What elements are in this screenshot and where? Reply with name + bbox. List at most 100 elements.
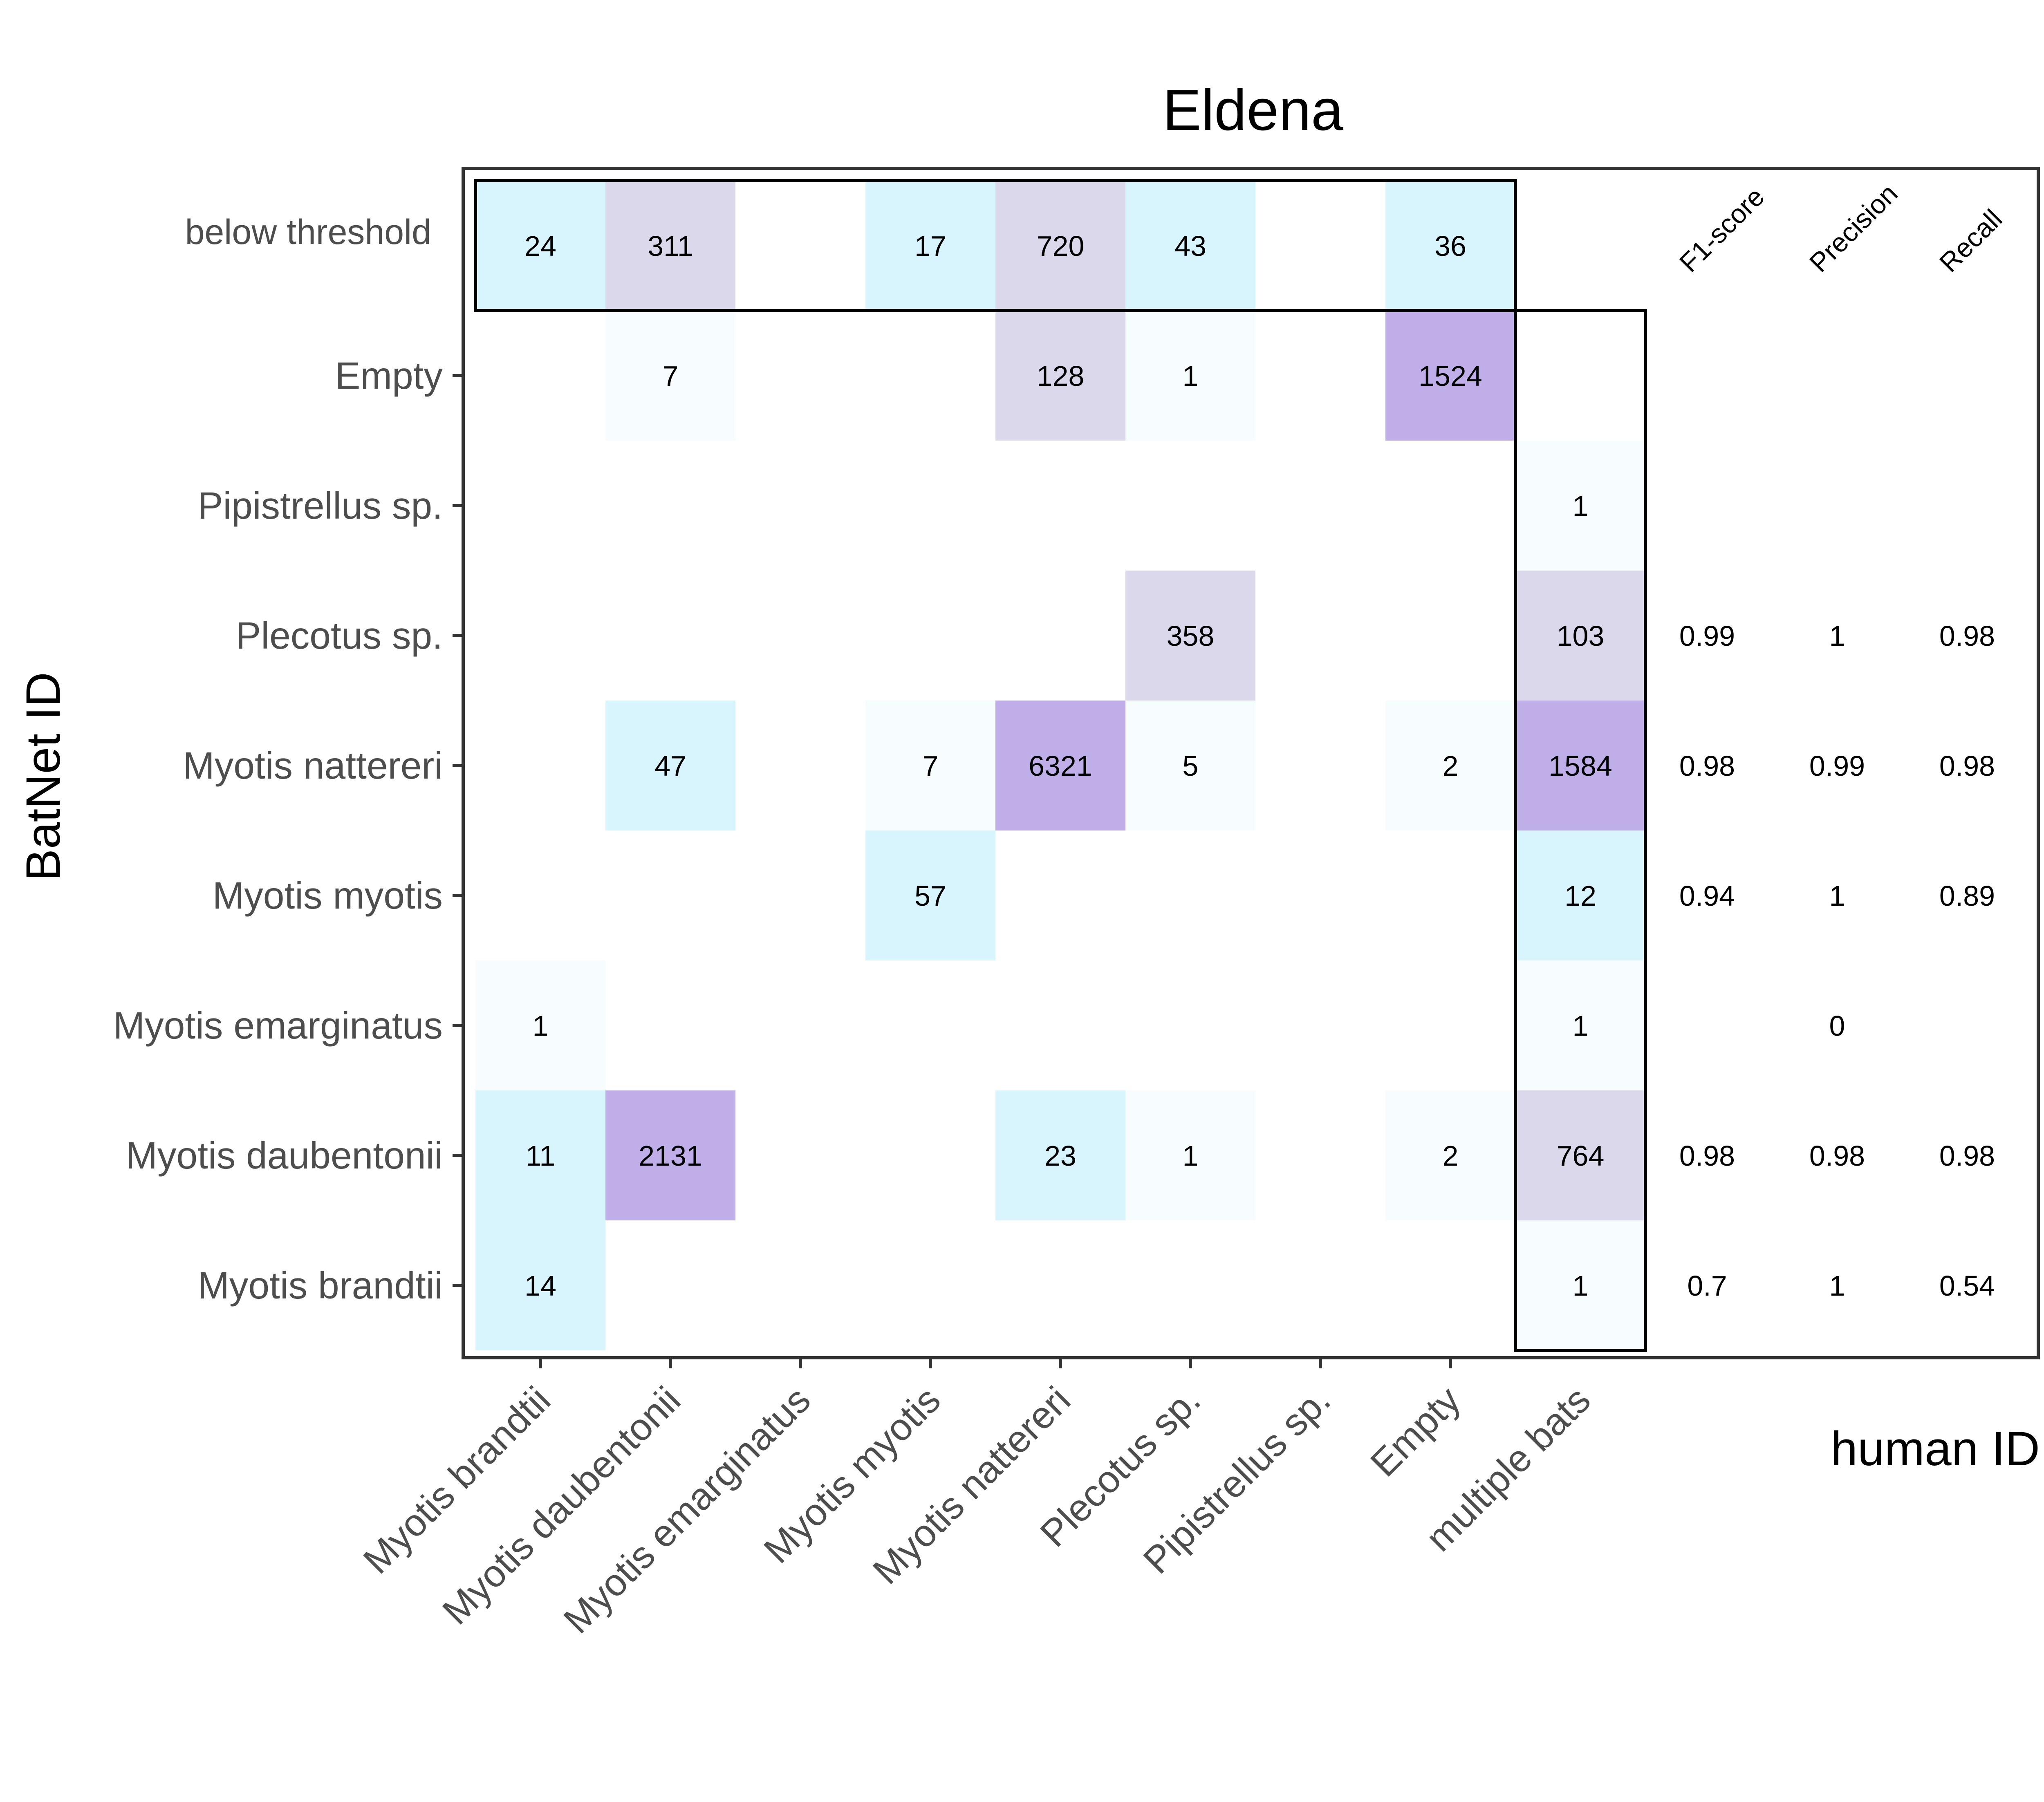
cell-value-label: 2131 — [639, 1140, 702, 1172]
heatmap-cell-myotis-nattereri-myotis-daubentonii — [605, 701, 735, 830]
heatmap-cell-pipistrellus-sp-multiple-bats — [1515, 441, 1645, 571]
cell-value-label: 358 — [1167, 620, 1215, 652]
cell-value-label: 5 — [1183, 750, 1199, 782]
heatmap-cells — [475, 181, 1645, 1350]
metric-value-recall: 0.98 — [1939, 1140, 1995, 1172]
metric-value-recall: 0.98 — [1939, 750, 1995, 782]
cell-value-label: 1 — [1183, 1140, 1199, 1172]
cell-value-label: 6321 — [1029, 750, 1092, 782]
y-tick-label-pipistrellus-sp: Pipistrellus sp. — [197, 484, 443, 527]
cell-value-label: 1 — [1573, 1270, 1589, 1302]
heatmap-cell-below-threshold-myotis-daubentonii — [605, 181, 735, 311]
metric-value-precision: 0.98 — [1809, 1140, 1865, 1172]
cell-value-label: 12 — [1564, 880, 1596, 912]
highlight-boxes — [474, 179, 1647, 1352]
y-tick-label-below-threshold: below threshold — [185, 213, 431, 252]
metric-value-recall: 0.89 — [1939, 880, 1995, 912]
cell-value-label: 128 — [1037, 360, 1085, 392]
metric-header-precision: Precision — [1804, 178, 1903, 278]
cell-value-label: 720 — [1037, 230, 1085, 262]
cell-value-label: 311 — [648, 230, 693, 262]
y-tick-label-plecotus-sp: Plecotus sp. — [235, 614, 443, 657]
highlight-box-below-threshold — [474, 179, 1517, 312]
heatmap-cell-myotis-daubentonii-myotis-nattereri — [995, 1090, 1125, 1220]
metric-value-precision: 0 — [1829, 1010, 1845, 1042]
heatmap-cell-below-threshold-myotis-brandtii — [475, 181, 605, 311]
metric-value-precision: 1 — [1829, 880, 1845, 912]
heatmap-cell-myotis-emarginatus-myotis-brandtii — [475, 960, 605, 1090]
heatmap-cell-myotis-emarginatus-multiple-bats — [1515, 960, 1645, 1090]
panel-border — [462, 167, 2040, 1359]
y-axis: below threshold Empty Pipistrellus sp. Plec… — [113, 213, 463, 1307]
metric-value-recall: 0.98 — [1939, 620, 1995, 652]
heatmap-cell-myotis-myotis-myotis-myotis — [865, 830, 995, 960]
heatmap-cell-plecotus-sp-plecotus-sp — [1125, 571, 1255, 701]
heatmap-cell-below-threshold-myotis-myotis — [865, 181, 995, 311]
cell-value-label: 57 — [914, 880, 946, 912]
y-tick-label-myotis-brandtii: Myotis brandtii — [197, 1264, 443, 1307]
cell-value-label: 23 — [1044, 1140, 1076, 1172]
x-tick-label-empty: Empty — [1362, 1378, 1468, 1484]
heatmap-cell-myotis-daubentonii-plecotus-sp — [1125, 1090, 1255, 1220]
highlight-box-multiple-bats — [1514, 309, 1647, 1352]
heatmap-cell-empty-myotis-nattereri — [995, 311, 1125, 441]
cell-value-label: 1 — [1573, 490, 1589, 522]
metric-value-f1-score: 0.98 — [1679, 750, 1735, 782]
cell-value-label: 1 — [1573, 1010, 1589, 1042]
cell-value-label: 11 — [526, 1140, 556, 1172]
cell-value-label: 764 — [1557, 1140, 1605, 1172]
cell-value-label: 1584 — [1549, 750, 1612, 782]
heatmap-cell-empty-plecotus-sp — [1125, 311, 1255, 441]
cell-value-label: 24 — [524, 230, 556, 262]
heatmap-cell-myotis-brandtii-multiple-bats — [1515, 1220, 1645, 1350]
metrics-table: F1-score Precision Recall 0.99 1 0.98 0.98 0.99… — [1674, 178, 2008, 1302]
heatmap-cell-myotis-nattereri-myotis-myotis — [865, 701, 995, 830]
cell-value-label: 2 — [1443, 1140, 1459, 1172]
cell-value-label: 1524 — [1419, 360, 1482, 392]
cell-value-label: 14 — [524, 1270, 556, 1302]
metric-value-f1-score: 0.99 — [1679, 620, 1735, 652]
cell-value-label: 47 — [654, 750, 686, 782]
y-tick-label-myotis-daubentonii: Myotis daubentonii — [126, 1134, 443, 1177]
cell-value-label: 103 — [1557, 620, 1605, 652]
heatmap-cell-myotis-nattereri-multiple-bats — [1515, 701, 1645, 830]
heatmap-cell-below-threshold-plecotus-sp — [1125, 181, 1255, 311]
cell-value-label: 36 — [1434, 230, 1466, 262]
cell-value-label: 1 — [533, 1010, 549, 1042]
y-tick-label-myotis-myotis: Myotis myotis — [213, 874, 443, 917]
heatmap-cell-myotis-daubentonii-multiple-bats — [1515, 1090, 1645, 1220]
cell-value-label: 7 — [663, 360, 679, 392]
heatmap-cell-myotis-nattereri-myotis-nattereri — [995, 701, 1125, 830]
cell-value-label: 7 — [923, 750, 939, 782]
heatmap-cell-below-threshold-myotis-nattereri — [995, 181, 1125, 311]
heatmap-cell-myotis-nattereri-empty — [1385, 701, 1515, 830]
heatmap-cell-empty-empty — [1385, 311, 1515, 441]
metric-value-precision: 1 — [1829, 620, 1845, 652]
heatmap-cell-myotis-daubentonii-myotis-brandtii — [475, 1090, 605, 1220]
metric-header-f1-score: F1-score — [1674, 181, 1770, 278]
metric-value-f1-score: 0.94 — [1679, 880, 1735, 912]
x-tick-label-myotis-emarginatus: Myotis emarginatus — [555, 1379, 818, 1642]
metric-header-recall: Recall — [1934, 204, 2008, 278]
cell-value-label: 2 — [1443, 750, 1459, 782]
heatmap-cell-plecotus-sp-multiple-bats — [1515, 571, 1645, 701]
metric-value-f1-score: 0.98 — [1679, 1140, 1735, 1172]
cell-value-label: 43 — [1174, 230, 1206, 262]
heatmap-cell-myotis-daubentonii-empty — [1385, 1090, 1515, 1220]
heatmap-cell-myotis-myotis-multiple-bats — [1515, 830, 1645, 960]
metric-value-f1-score: 0.7 — [1687, 1270, 1727, 1302]
heatmap-cell-myotis-nattereri-plecotus-sp — [1125, 701, 1255, 830]
y-tick-label-myotis-nattereri: Myotis nattereri — [183, 744, 443, 787]
cell-value-label: 17 — [914, 230, 946, 262]
metric-value-precision: 1 — [1829, 1270, 1845, 1302]
heatmap-cell-empty-myotis-daubentonii — [605, 311, 735, 441]
y-axis-title: BatNet ID — [16, 672, 70, 881]
heatmap-cell-below-threshold-empty — [1385, 181, 1515, 311]
chart-title: Eldena — [1163, 78, 1343, 143]
x-tick-label-myotis-daubentonii: Myotis daubentonii — [434, 1379, 688, 1633]
heatmap-cell-myotis-daubentonii-myotis-daubentonii — [605, 1090, 735, 1220]
metric-value-recall: 0.54 — [1939, 1270, 1995, 1302]
